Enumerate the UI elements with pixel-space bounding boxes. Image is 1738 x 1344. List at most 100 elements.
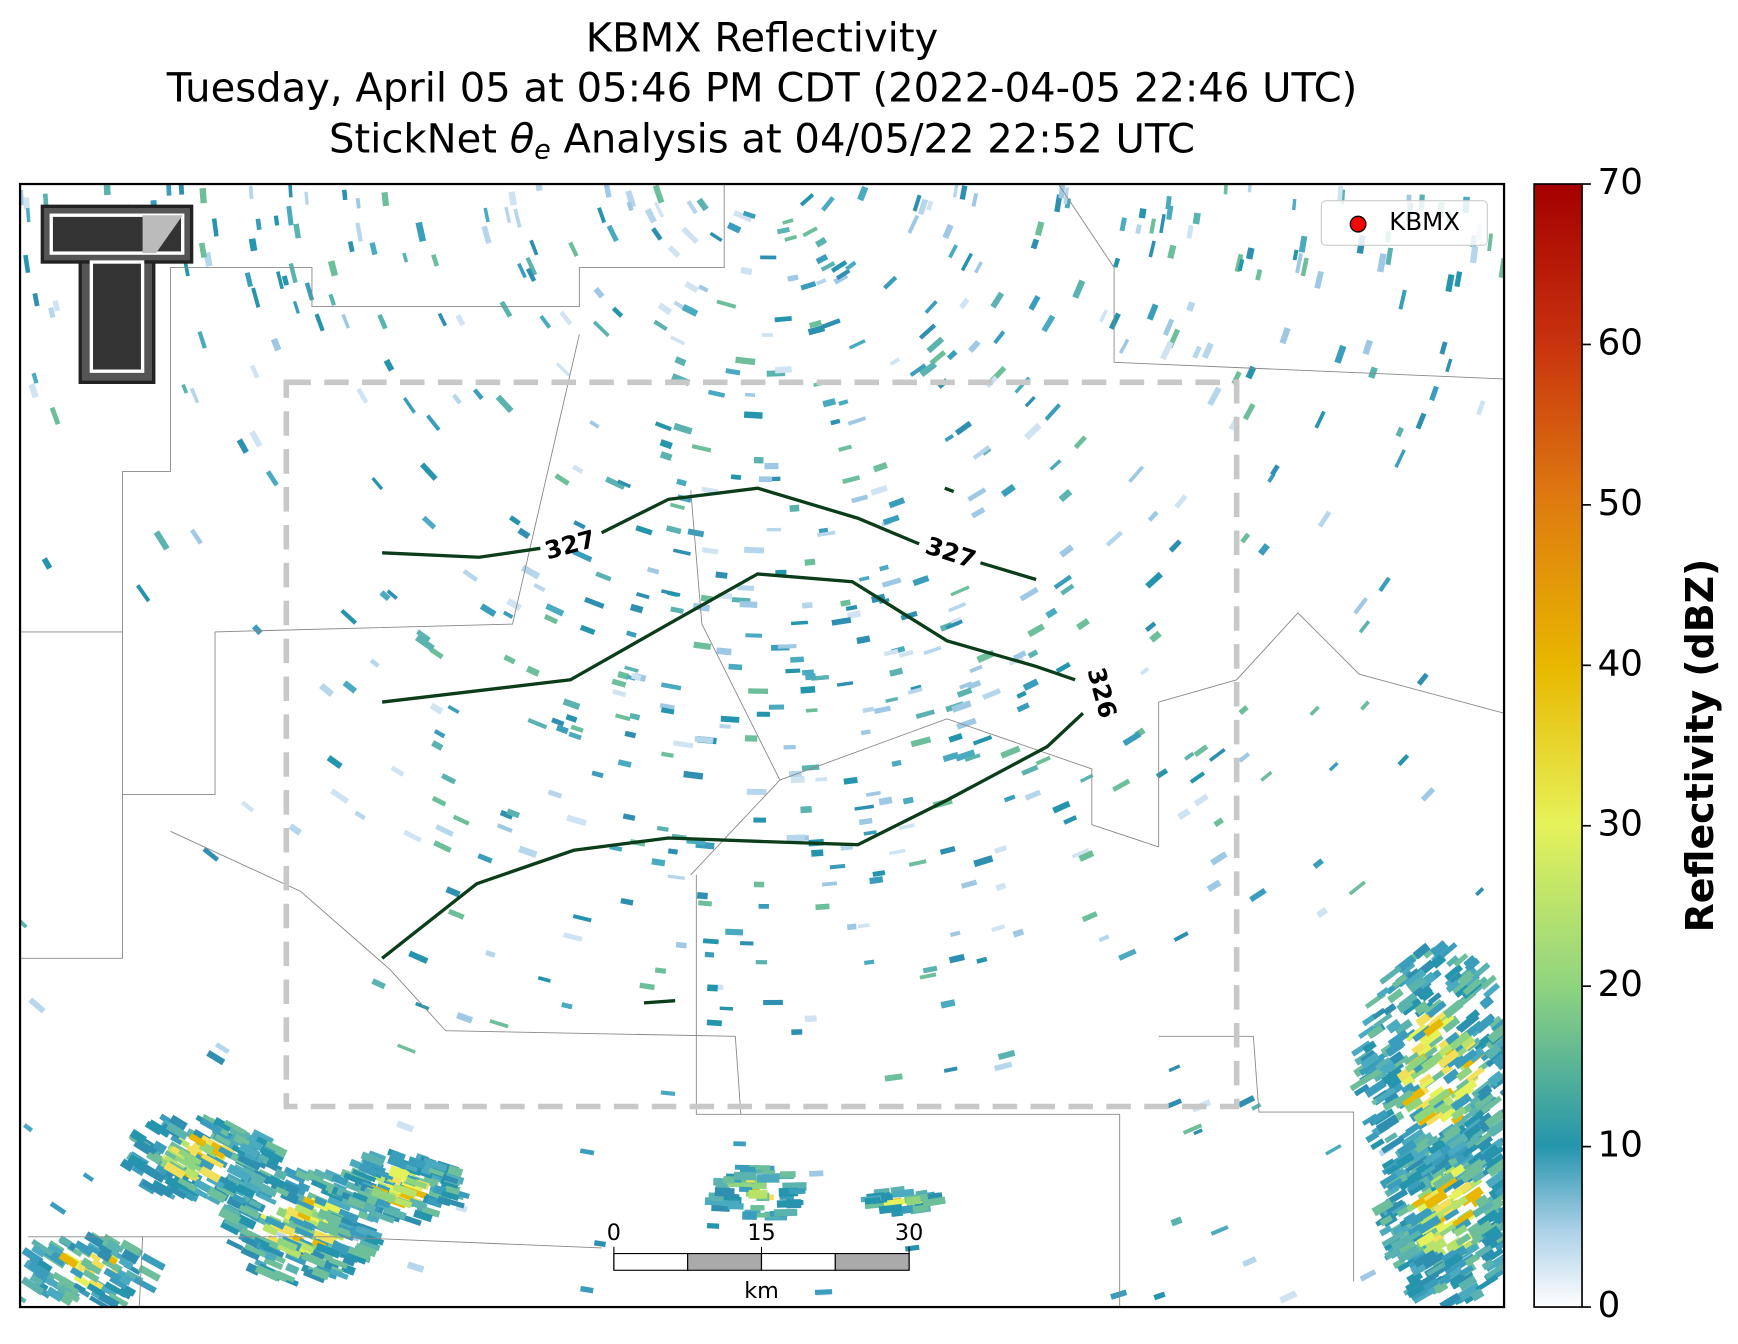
- echo: [292, 1196, 315, 1212]
- echo: [477, 853, 493, 864]
- echo: [533, 583, 546, 592]
- echo: [188, 1133, 207, 1147]
- echo: [629, 712, 641, 721]
- echo: [347, 1196, 366, 1210]
- echo: [681, 226, 699, 245]
- echo: [1428, 1140, 1446, 1155]
- colorbar-tick-label: 70: [1598, 162, 1643, 203]
- echo: [580, 1285, 594, 1294]
- echo: [1380, 1066, 1404, 1085]
- echo: [942, 223, 954, 240]
- echo: [355, 222, 363, 242]
- echo: [1495, 1054, 1505, 1071]
- echo: [725, 928, 744, 936]
- echo: [296, 1240, 316, 1254]
- echo: [328, 293, 336, 306]
- echo: [673, 740, 694, 749]
- echo: [27, 1261, 50, 1280]
- echo: [141, 1252, 166, 1271]
- echo: [1480, 1095, 1503, 1114]
- echo: [573, 520, 586, 530]
- echo: [202, 847, 220, 862]
- echo: [1358, 1059, 1380, 1076]
- echo: [1495, 1214, 1505, 1233]
- echo: [1422, 1251, 1446, 1270]
- echo: [964, 753, 981, 762]
- echo: [1030, 238, 1040, 250]
- echo: [624, 730, 637, 739]
- echo: [441, 1190, 460, 1201]
- scale-tick-label: 15: [747, 1220, 775, 1246]
- echo: [236, 438, 249, 454]
- echo: [147, 1119, 171, 1138]
- echo: [783, 744, 796, 750]
- echo: [872, 461, 888, 473]
- contour-label: 326: [1082, 664, 1123, 721]
- echo: [1483, 1225, 1502, 1242]
- echo: [1450, 1092, 1473, 1112]
- echo: [1398, 289, 1407, 310]
- echo: [1450, 1112, 1466, 1127]
- echo: [969, 664, 983, 674]
- echo: [1170, 1216, 1183, 1227]
- echo: [211, 218, 219, 237]
- echo: [1440, 1127, 1461, 1145]
- echo: [369, 658, 380, 668]
- echo: [1024, 789, 1042, 801]
- echo: [631, 673, 642, 681]
- echo: [1300, 257, 1309, 277]
- echo: [1445, 358, 1453, 373]
- echo: [226, 1238, 244, 1251]
- echo: [1492, 1230, 1505, 1252]
- echo: [1353, 597, 1368, 615]
- echo: [352, 1191, 369, 1203]
- echo: [976, 956, 988, 964]
- echo: [1491, 1013, 1505, 1033]
- echo: [1379, 1060, 1397, 1076]
- echo: [1415, 412, 1427, 430]
- echo: [940, 999, 956, 1009]
- echo: [328, 1257, 349, 1270]
- echo: [611, 306, 624, 318]
- echo: [1459, 1162, 1485, 1184]
- echo: [254, 1264, 281, 1282]
- echo: [1139, 666, 1150, 676]
- echo: [764, 462, 779, 470]
- echo: [693, 641, 712, 651]
- echo: [165, 184, 172, 196]
- echo: [1189, 771, 1206, 784]
- echo: [1076, 618, 1090, 631]
- echo: [1463, 1114, 1480, 1128]
- echo: [1503, 1204, 1505, 1224]
- echo: [1375, 1114, 1400, 1134]
- echo: [1493, 1226, 1505, 1244]
- echo: [1457, 1282, 1482, 1302]
- title-subscript: e: [534, 134, 550, 165]
- echo: [706, 984, 718, 992]
- echo: [1433, 1198, 1453, 1214]
- echo: [972, 445, 991, 460]
- echo: [360, 1151, 385, 1167]
- echo: [1410, 1287, 1428, 1301]
- echo: [1441, 1249, 1457, 1264]
- echo: [1208, 747, 1226, 762]
- echo: [1378, 576, 1391, 593]
- echo: [1420, 1028, 1442, 1048]
- echo: [591, 770, 604, 779]
- echo: [218, 1207, 242, 1226]
- echo: [622, 813, 636, 821]
- echo: [1358, 1024, 1376, 1039]
- echo: [667, 848, 678, 855]
- echo: [392, 1183, 418, 1198]
- echo: [251, 287, 261, 308]
- echo: [370, 1187, 397, 1204]
- echo: [802, 669, 815, 676]
- echo: [1464, 1253, 1480, 1267]
- echo: [744, 735, 758, 742]
- echo: [809, 1170, 824, 1177]
- echo: [1279, 327, 1291, 345]
- echo: [908, 859, 927, 867]
- echo: [1483, 1144, 1500, 1160]
- echo: [244, 272, 253, 288]
